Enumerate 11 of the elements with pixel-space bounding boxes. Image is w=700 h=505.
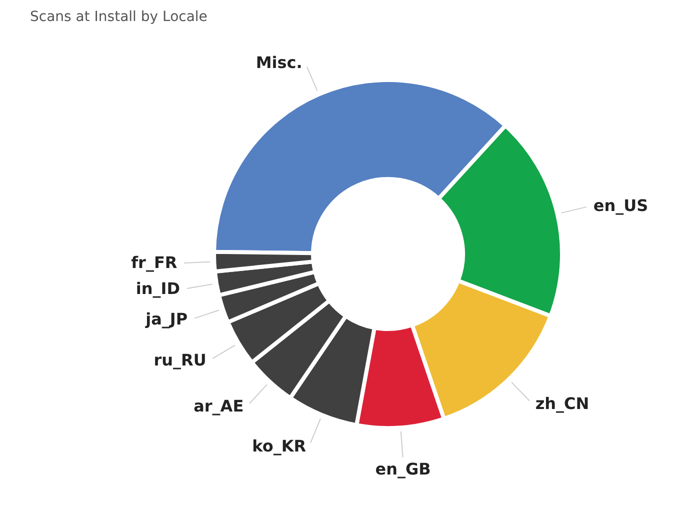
slice-label: ru_RU — [154, 350, 206, 370]
slice-label: Misc. — [256, 53, 302, 72]
slice-label: fr_FR — [131, 253, 178, 272]
slice-label: en_US — [593, 196, 648, 216]
slice-label: in_ID — [136, 279, 180, 298]
slice-label: ja_JP — [144, 310, 188, 329]
chart-title: Scans at Install by Locale — [30, 9, 208, 25]
slice-label: ko_KR — [252, 436, 306, 456]
slice-label: zh_CN — [535, 394, 590, 413]
slice-label: ar_AE — [194, 396, 244, 416]
slice-label: en_GB — [375, 459, 431, 478]
